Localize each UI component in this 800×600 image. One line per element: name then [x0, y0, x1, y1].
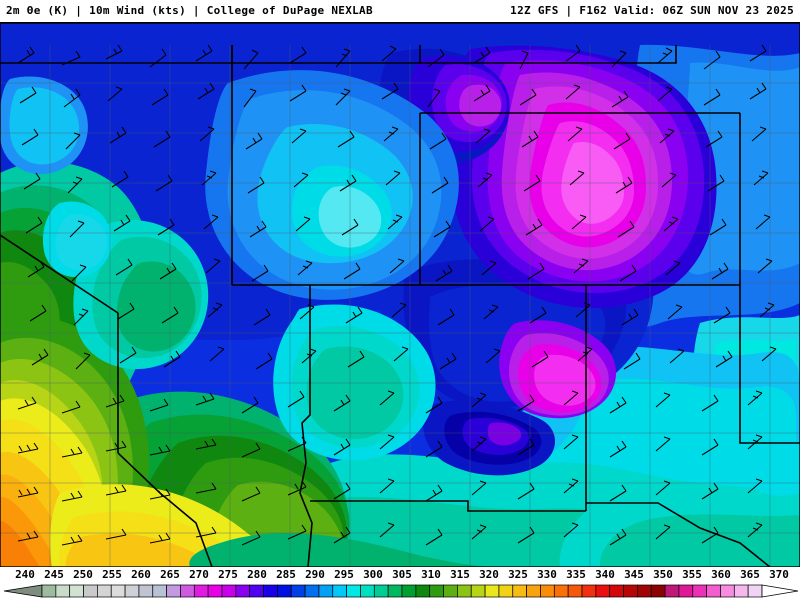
colorbar-swatch	[637, 584, 652, 598]
colorbar-tick-label: 350	[653, 568, 673, 581]
colorbar-tick-label: 240	[15, 568, 35, 581]
county-boundaries	[0, 45, 800, 567]
colorbar-swatch	[138, 584, 154, 598]
colorbar-swatch	[263, 584, 278, 598]
wind-barb-field	[17, 44, 777, 546]
header-field-title: 2m Θe (K) | 10m Wind (kts) | College of …	[6, 4, 373, 17]
colorbar-swatch	[484, 584, 500, 598]
colorbar-swatch	[706, 584, 721, 598]
colorbar-swatch	[429, 584, 444, 598]
colorbar-tick-label: 365	[740, 568, 760, 581]
colorbar-swatch	[692, 584, 707, 598]
colorbar-swatch	[664, 584, 680, 598]
colorbar-tick-label: 285	[276, 568, 296, 581]
colorbar-swatch	[526, 584, 541, 598]
colorbar-tick-label: 295	[334, 568, 354, 581]
colorbar-tick-label: 325	[508, 568, 528, 581]
colorbar-swatch	[443, 584, 458, 598]
colorbar-swatch	[540, 584, 555, 598]
colorbar-tick-label: 360	[711, 568, 731, 581]
colorbar-swatch	[193, 584, 209, 598]
state-boundaries	[0, 45, 800, 567]
colorbar-swatch	[304, 584, 320, 598]
colorbar-swatch	[318, 584, 334, 598]
colorbar-swatch	[152, 584, 167, 598]
colorbar-tick-label: 370	[769, 568, 789, 581]
colorbar-swatch	[277, 584, 292, 598]
colorbar-swatch	[55, 584, 71, 598]
colorbar-tick-label: 335	[566, 568, 586, 581]
colorbar-panel: 240 245 250 255 260 265 270 275 280 285 290 295 300 3…	[0, 567, 800, 600]
colorbar-tick-labels: 240 245 250 255 260 265 270 275 280 285 290 295 300 3…	[0, 567, 800, 583]
colorbar-tick-label: 275	[218, 568, 238, 581]
colorbar-tick-label: 355	[682, 568, 702, 581]
colorbar-swatch	[609, 584, 624, 598]
colorbar-swatch	[720, 584, 735, 598]
colorbar-swatch	[166, 584, 181, 598]
colorbar-swatch	[553, 584, 569, 598]
colorbar-swatch	[207, 584, 223, 598]
colorbar-swatch	[650, 584, 666, 598]
colorbar-swatch	[290, 584, 306, 598]
colorbar-swatch	[41, 584, 57, 598]
colorbar-swatch	[180, 584, 195, 598]
colorbar-swatch	[733, 584, 749, 598]
colorbar-over-arrow	[761, 584, 799, 598]
theta-e-contour-map	[0, 23, 800, 567]
colorbar-swatch	[83, 584, 98, 598]
colorbar-swatch	[567, 584, 583, 598]
colorbar-swatch	[69, 584, 84, 598]
colorbar-tick-label: 290	[305, 568, 325, 581]
colorbar-tick-label: 280	[247, 568, 267, 581]
colorbar-tick-label: 260	[131, 568, 151, 581]
colorbar-swatch	[581, 584, 597, 598]
colorbar-tick-label: 320	[479, 568, 499, 581]
colorbar-tick-label: 250	[73, 568, 93, 581]
colorbar-swatch	[470, 584, 486, 598]
colorbar-swatch	[498, 584, 514, 598]
colorbar-under-arrow	[3, 584, 43, 598]
colorbar-swatch	[401, 584, 417, 598]
colorbar-swatch	[387, 584, 403, 598]
colorbar-swatch	[373, 584, 389, 598]
colorbar-swatch	[235, 584, 251, 598]
colorbar-tick-label: 255	[102, 568, 122, 581]
colorbar-tick-label: 300	[363, 568, 383, 581]
colorbar-swatch	[415, 584, 431, 598]
colorbar-tick-label: 330	[537, 568, 557, 581]
map-header-bar: 2m Θe (K) | 10m Wind (kts) | College of …	[0, 0, 800, 22]
colorbar-swatch	[623, 584, 638, 598]
colorbar-swatch	[249, 584, 264, 598]
colorbar-tick-label: 340	[595, 568, 615, 581]
theta-e-filled-contours	[0, 23, 800, 567]
colorbar-tick-label: 315	[450, 568, 470, 581]
colorbar-tick-label: 305	[392, 568, 412, 581]
colorbar-tick-label: 345	[624, 568, 644, 581]
colorbar-swatch	[595, 584, 611, 598]
colorbar-swatch	[360, 584, 375, 598]
colorbar-swatch	[457, 584, 472, 598]
colorbar-tick-label: 245	[44, 568, 64, 581]
colorbar-tick-label: 270	[189, 568, 209, 581]
colorbar-swatch	[124, 584, 140, 598]
colorbar-tick-label: 265	[160, 568, 180, 581]
colorbar-swatch	[346, 584, 361, 598]
header-model-valid-time: 12Z GFS | F162 Valid: 06Z SUN NOV 23 202…	[510, 4, 794, 17]
weather-map-canvas[interactable]	[0, 22, 800, 567]
colorbar-swatch	[747, 584, 763, 598]
colorbar-swatch	[512, 584, 527, 598]
colorbar-swatch-strip[interactable]	[0, 584, 800, 598]
colorbar-swatch	[97, 584, 112, 598]
colorbar-swatch	[110, 584, 126, 598]
colorbar-tick-label: 310	[421, 568, 441, 581]
colorbar-swatch	[678, 584, 694, 598]
colorbar-swatch	[221, 584, 237, 598]
colorbar-swatch	[332, 584, 347, 598]
